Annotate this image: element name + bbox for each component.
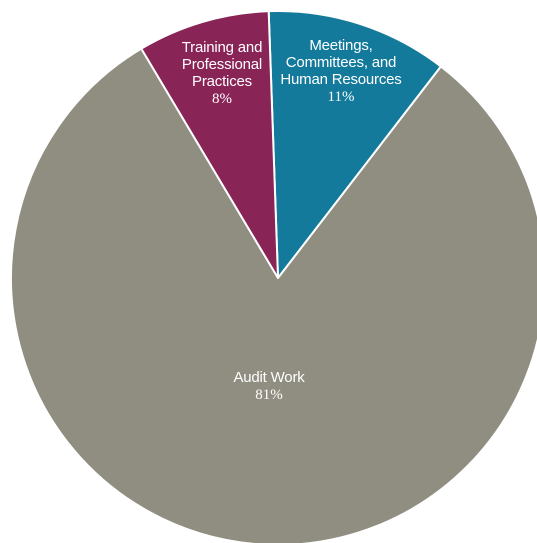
pie-slice-audit-work [10,47,537,543]
slice-label-audit-work: Audit Work 81% [233,369,305,403]
slice-value-label: 81% [255,387,283,403]
slice-label-line: Human Resources [280,71,401,88]
slice-value-label: 8% [212,91,232,107]
slice-label-line: Meetings, [309,37,372,54]
slice-label-training-and-professional-practices: Training and Professional Practices 8% [182,39,262,107]
slice-label-line: Professional [182,56,262,73]
pie-slice-meetings-committees-and-human-resources [267,10,442,279]
slice-label-line: Committees, and [286,54,396,71]
pie-slice-training-and-professional-practices [140,10,279,279]
pie-slices [10,10,537,543]
pie-labels: Meetings, Committees, and Human Resources 1… [182,37,402,403]
slice-label-meetings-committees-and-human-resources: Meetings, Committees, and Human Resources 1… [280,37,401,105]
slice-value-label: 11% [328,89,355,105]
slice-label-line: Audit Work [233,369,305,386]
slice-label-line: Training and [182,39,262,56]
slice-label-line: Practices [192,73,252,90]
